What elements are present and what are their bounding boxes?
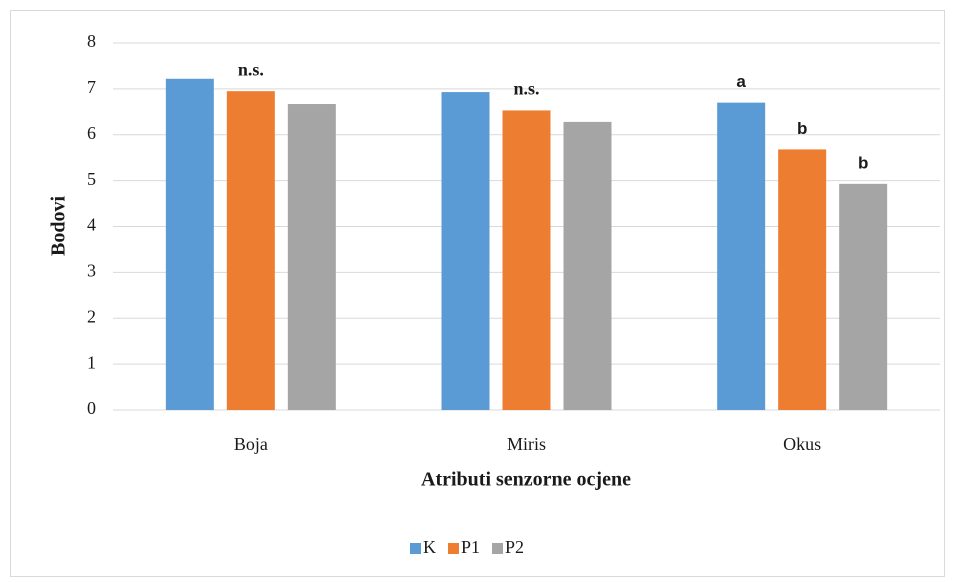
bar [563,121,612,410]
x-tick-label: Miris [507,434,546,454]
y-tick-label: 1 [87,352,96,372]
legend-label: P2 [505,537,524,557]
legend-label: P1 [461,537,480,557]
legend-swatch [410,543,421,554]
legend-swatch [448,543,459,554]
bar [778,149,827,410]
annotation: a [736,72,746,91]
bar [839,183,888,410]
bar [226,91,275,410]
legend-label: K [423,537,436,557]
x-axis-label: Atributi senzorne ocjene [421,469,631,491]
annotation: b [797,119,807,138]
y-tick-label: 5 [87,169,96,189]
bar [717,102,766,410]
y-tick-label: 4 [87,215,96,235]
y-tick-label: 7 [87,77,96,97]
bar [441,92,490,411]
y-tick-label: 3 [87,261,96,281]
y-tick-label: 8 [87,31,96,51]
y-tick-label: 6 [87,123,96,143]
x-tick-label: Boja [234,434,268,454]
x-tick-label: Okus [783,434,821,454]
bar [502,110,551,410]
y-tick-label: 2 [87,306,96,326]
bar [287,104,336,411]
annotation: n.s. [513,79,539,99]
annotation: b [858,153,868,172]
y-axis-label: Bodovi [48,196,70,256]
y-tick-label: 0 [87,398,96,418]
bar [165,78,214,410]
annotation: n.s. [238,59,264,79]
legend-swatch [492,543,504,554]
